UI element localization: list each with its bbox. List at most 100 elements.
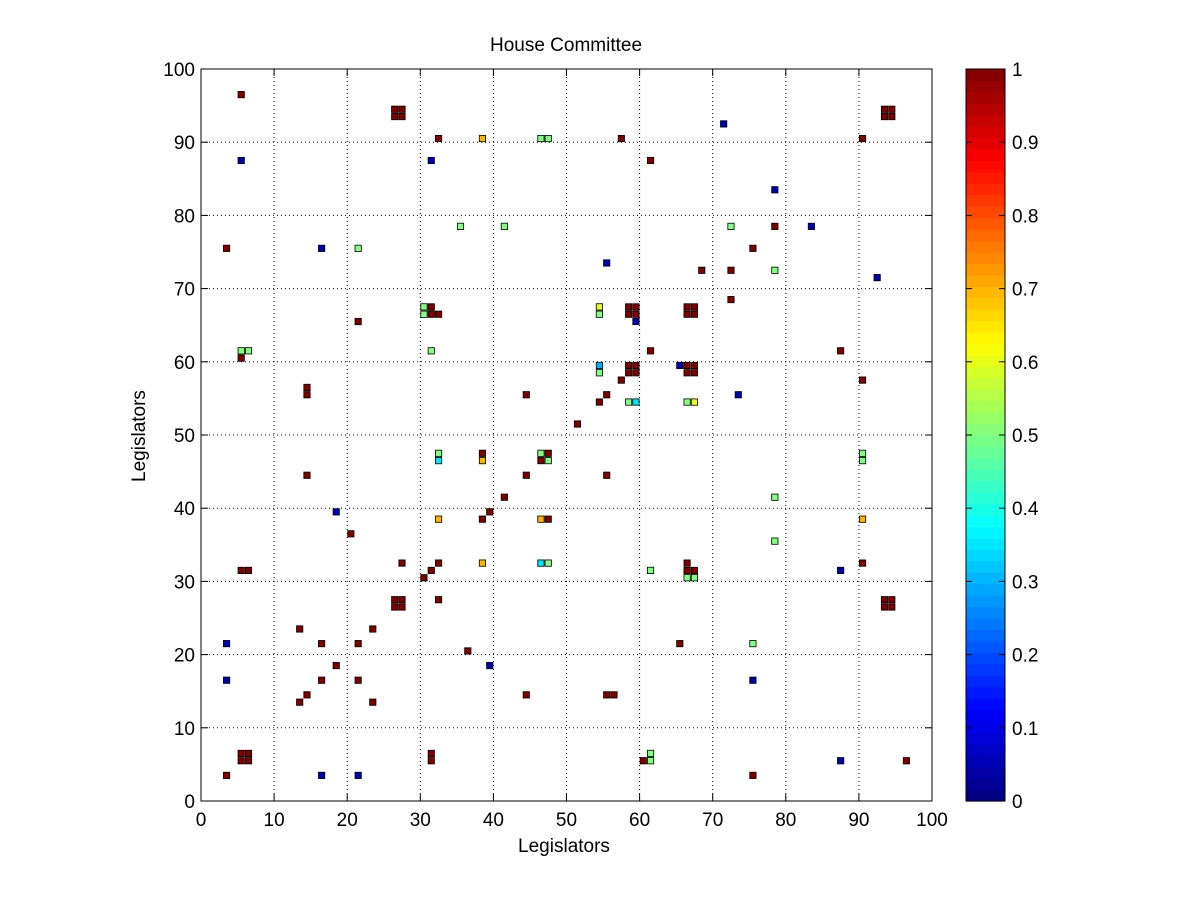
heatmap-cell [625, 303, 633, 311]
colorbar-band [966, 126, 1005, 139]
colorbar-band [966, 652, 1005, 665]
heatmap-cell [610, 691, 618, 699]
colorbar-band [966, 183, 1005, 196]
heatmap-cell [625, 398, 633, 406]
heatmap-cell [318, 244, 326, 252]
heatmap-cell [420, 310, 428, 318]
heatmap-cell [880, 603, 889, 611]
heatmap-cell [880, 113, 889, 121]
heatmap-cell [625, 369, 633, 377]
heatmap-cell [427, 757, 435, 765]
heatmap-cell [500, 493, 508, 501]
heatmap-cell [617, 134, 625, 143]
heatmap-cell [749, 771, 757, 779]
heatmap-cell [391, 105, 399, 113]
heatmap-cell [595, 310, 603, 318]
heatmap-cell [595, 303, 603, 311]
heatmap-cell [771, 537, 779, 545]
colorbar-tick-label: 0 [1012, 792, 1023, 813]
heatmap-cell [734, 391, 742, 399]
heatmap-cell [603, 471, 611, 479]
colorbar-band [966, 663, 1005, 676]
y-tick-label: 90 [174, 133, 195, 154]
heatmap-cell [398, 105, 406, 113]
heatmap-cell [544, 559, 552, 567]
colorbar-band [966, 103, 1005, 116]
heatmap-cell [398, 559, 406, 567]
heatmap-cell [690, 574, 698, 582]
heatmap-cell [427, 347, 435, 355]
heatmap-cell [683, 566, 691, 574]
x-tick-label: 40 [483, 810, 504, 831]
heatmap-cell [632, 317, 640, 326]
heatmap-cell [332, 662, 340, 670]
heatmap-cell [771, 186, 779, 194]
heatmap-cell [354, 676, 362, 684]
colorbar-band [966, 583, 1005, 596]
plot-area: 0 10 20 30 40 50 60 70 80 90 100 0 10 20 30 40 50 60 70 80 9… [163, 60, 948, 831]
heatmap-cell [727, 266, 735, 274]
colorbar-band [966, 457, 1005, 470]
heatmap-cell [888, 603, 896, 611]
heatmap-cell [647, 347, 655, 355]
heatmap-cell [237, 757, 245, 765]
colorbar-band [966, 698, 1005, 711]
heatmap-cell [478, 559, 486, 567]
heatmap-cell [464, 647, 472, 655]
heatmap-cell [632, 398, 640, 406]
heatmap-cell [398, 113, 406, 121]
heatmap-cell [603, 391, 611, 399]
heatmap-cell [318, 640, 326, 648]
heatmap-cell [369, 698, 377, 706]
heatmap-cell [427, 156, 435, 165]
colorbar-band [966, 629, 1005, 642]
heatmap-cell [244, 749, 253, 757]
colorbar-band [966, 171, 1005, 184]
heatmap-cell [296, 625, 304, 633]
heatmap-cell [873, 274, 881, 282]
x-tick-label: 80 [775, 810, 796, 831]
heatmap-cell [391, 113, 399, 121]
heatmap-cell [332, 508, 340, 516]
heatmap-cell [837, 757, 845, 765]
heatmap-cell [888, 596, 896, 604]
colorbar-band [966, 194, 1005, 207]
heatmap-cell [771, 493, 779, 501]
heatmap-cell [427, 749, 435, 757]
heatmap-cell [244, 757, 253, 765]
colorbar-band [966, 435, 1005, 448]
heatmap-cell [398, 603, 406, 611]
heatmap-cell [647, 749, 655, 757]
colorbar-tick-label: 0.7 [1012, 280, 1038, 301]
colorbar-band [966, 595, 1005, 608]
colorbar-band [966, 675, 1005, 688]
colorbar-band [966, 217, 1005, 230]
heatmap-cell [478, 515, 486, 523]
colorbar-band [966, 354, 1005, 367]
heatmap-cell [522, 691, 530, 699]
heatmap-cell [544, 515, 552, 523]
heatmap-cell [720, 120, 728, 128]
heatmap-cell [544, 457, 552, 465]
heatmap-cell [435, 134, 443, 143]
heatmap-cell [223, 676, 231, 684]
heatmap-cell [683, 398, 691, 406]
heatmap-cell [595, 369, 603, 377]
colorbar-band [966, 778, 1005, 791]
heatmap-cell [859, 134, 867, 143]
heatmap-cell [690, 310, 698, 318]
heatmap-cell [354, 244, 362, 252]
colorbar-band [966, 400, 1005, 413]
colorbar-tick-label: 1 [1012, 60, 1023, 81]
y-tick-label: 100 [163, 60, 195, 81]
heatmap-cell [749, 640, 757, 648]
colorbar-band [966, 149, 1005, 162]
heatmap-cell [237, 347, 245, 355]
y-tick-label: 40 [174, 499, 195, 520]
heatmap-cell [690, 369, 698, 377]
heatmap-cell [318, 676, 326, 684]
heatmap-cell [632, 361, 640, 370]
heatmap-cell [486, 508, 494, 516]
heatmap-cell [369, 625, 377, 633]
heatmap-cell [617, 376, 625, 384]
